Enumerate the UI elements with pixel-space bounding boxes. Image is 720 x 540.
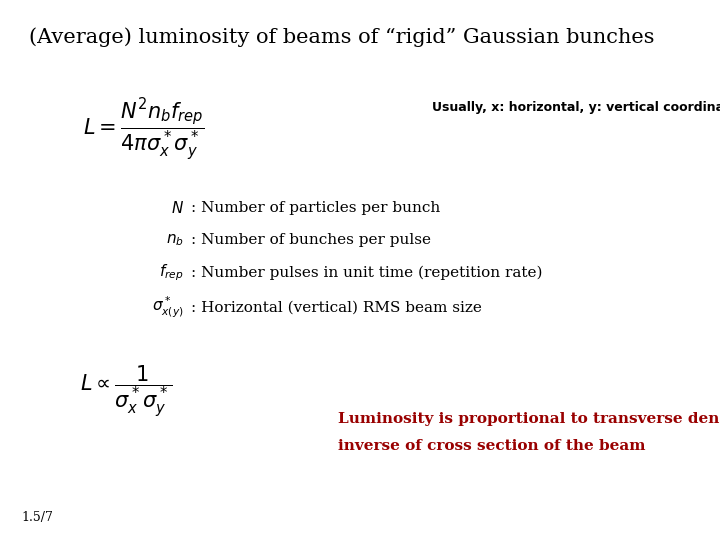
- Text: : Number of bunches per pulse: : Number of bunches per pulse: [191, 233, 431, 247]
- Text: : Number of particles per bunch: : Number of particles per bunch: [191, 201, 440, 215]
- Text: Usually, x: horizontal, y: vertical coordinate: Usually, x: horizontal, y: vertical coor…: [432, 102, 720, 114]
- Text: : Horizontal (vertical) RMS beam size: : Horizontal (vertical) RMS beam size: [191, 301, 482, 315]
- Text: $\sigma^*_{x(y)}$: $\sigma^*_{x(y)}$: [152, 295, 184, 320]
- Text: $L \propto \dfrac{1}{\sigma_x^*\sigma_y^*}$: $L \propto \dfrac{1}{\sigma_x^*\sigma_y^…: [80, 364, 172, 419]
- Text: $n_b$: $n_b$: [166, 232, 184, 248]
- Text: $L = \dfrac{N^2 n_b f_{rep}}{4\pi\sigma_x^*\sigma_y^*}$: $L = \dfrac{N^2 n_b f_{rep}}{4\pi\sigma_…: [84, 96, 204, 163]
- Text: $N$: $N$: [171, 200, 184, 216]
- Text: $f_{rep}$: $f_{rep}$: [159, 262, 184, 283]
- Text: inverse of cross section of the beam: inverse of cross section of the beam: [338, 438, 646, 453]
- Text: Luminosity is proportional to transverse density,: Luminosity is proportional to transverse…: [338, 411, 720, 426]
- Text: (Average) luminosity of beams of “rigid” Gaussian bunches: (Average) luminosity of beams of “rigid”…: [29, 27, 654, 46]
- Text: : Number pulses in unit time (repetition rate): : Number pulses in unit time (repetition…: [191, 266, 542, 280]
- Text: 1.5/7: 1.5/7: [22, 511, 53, 524]
